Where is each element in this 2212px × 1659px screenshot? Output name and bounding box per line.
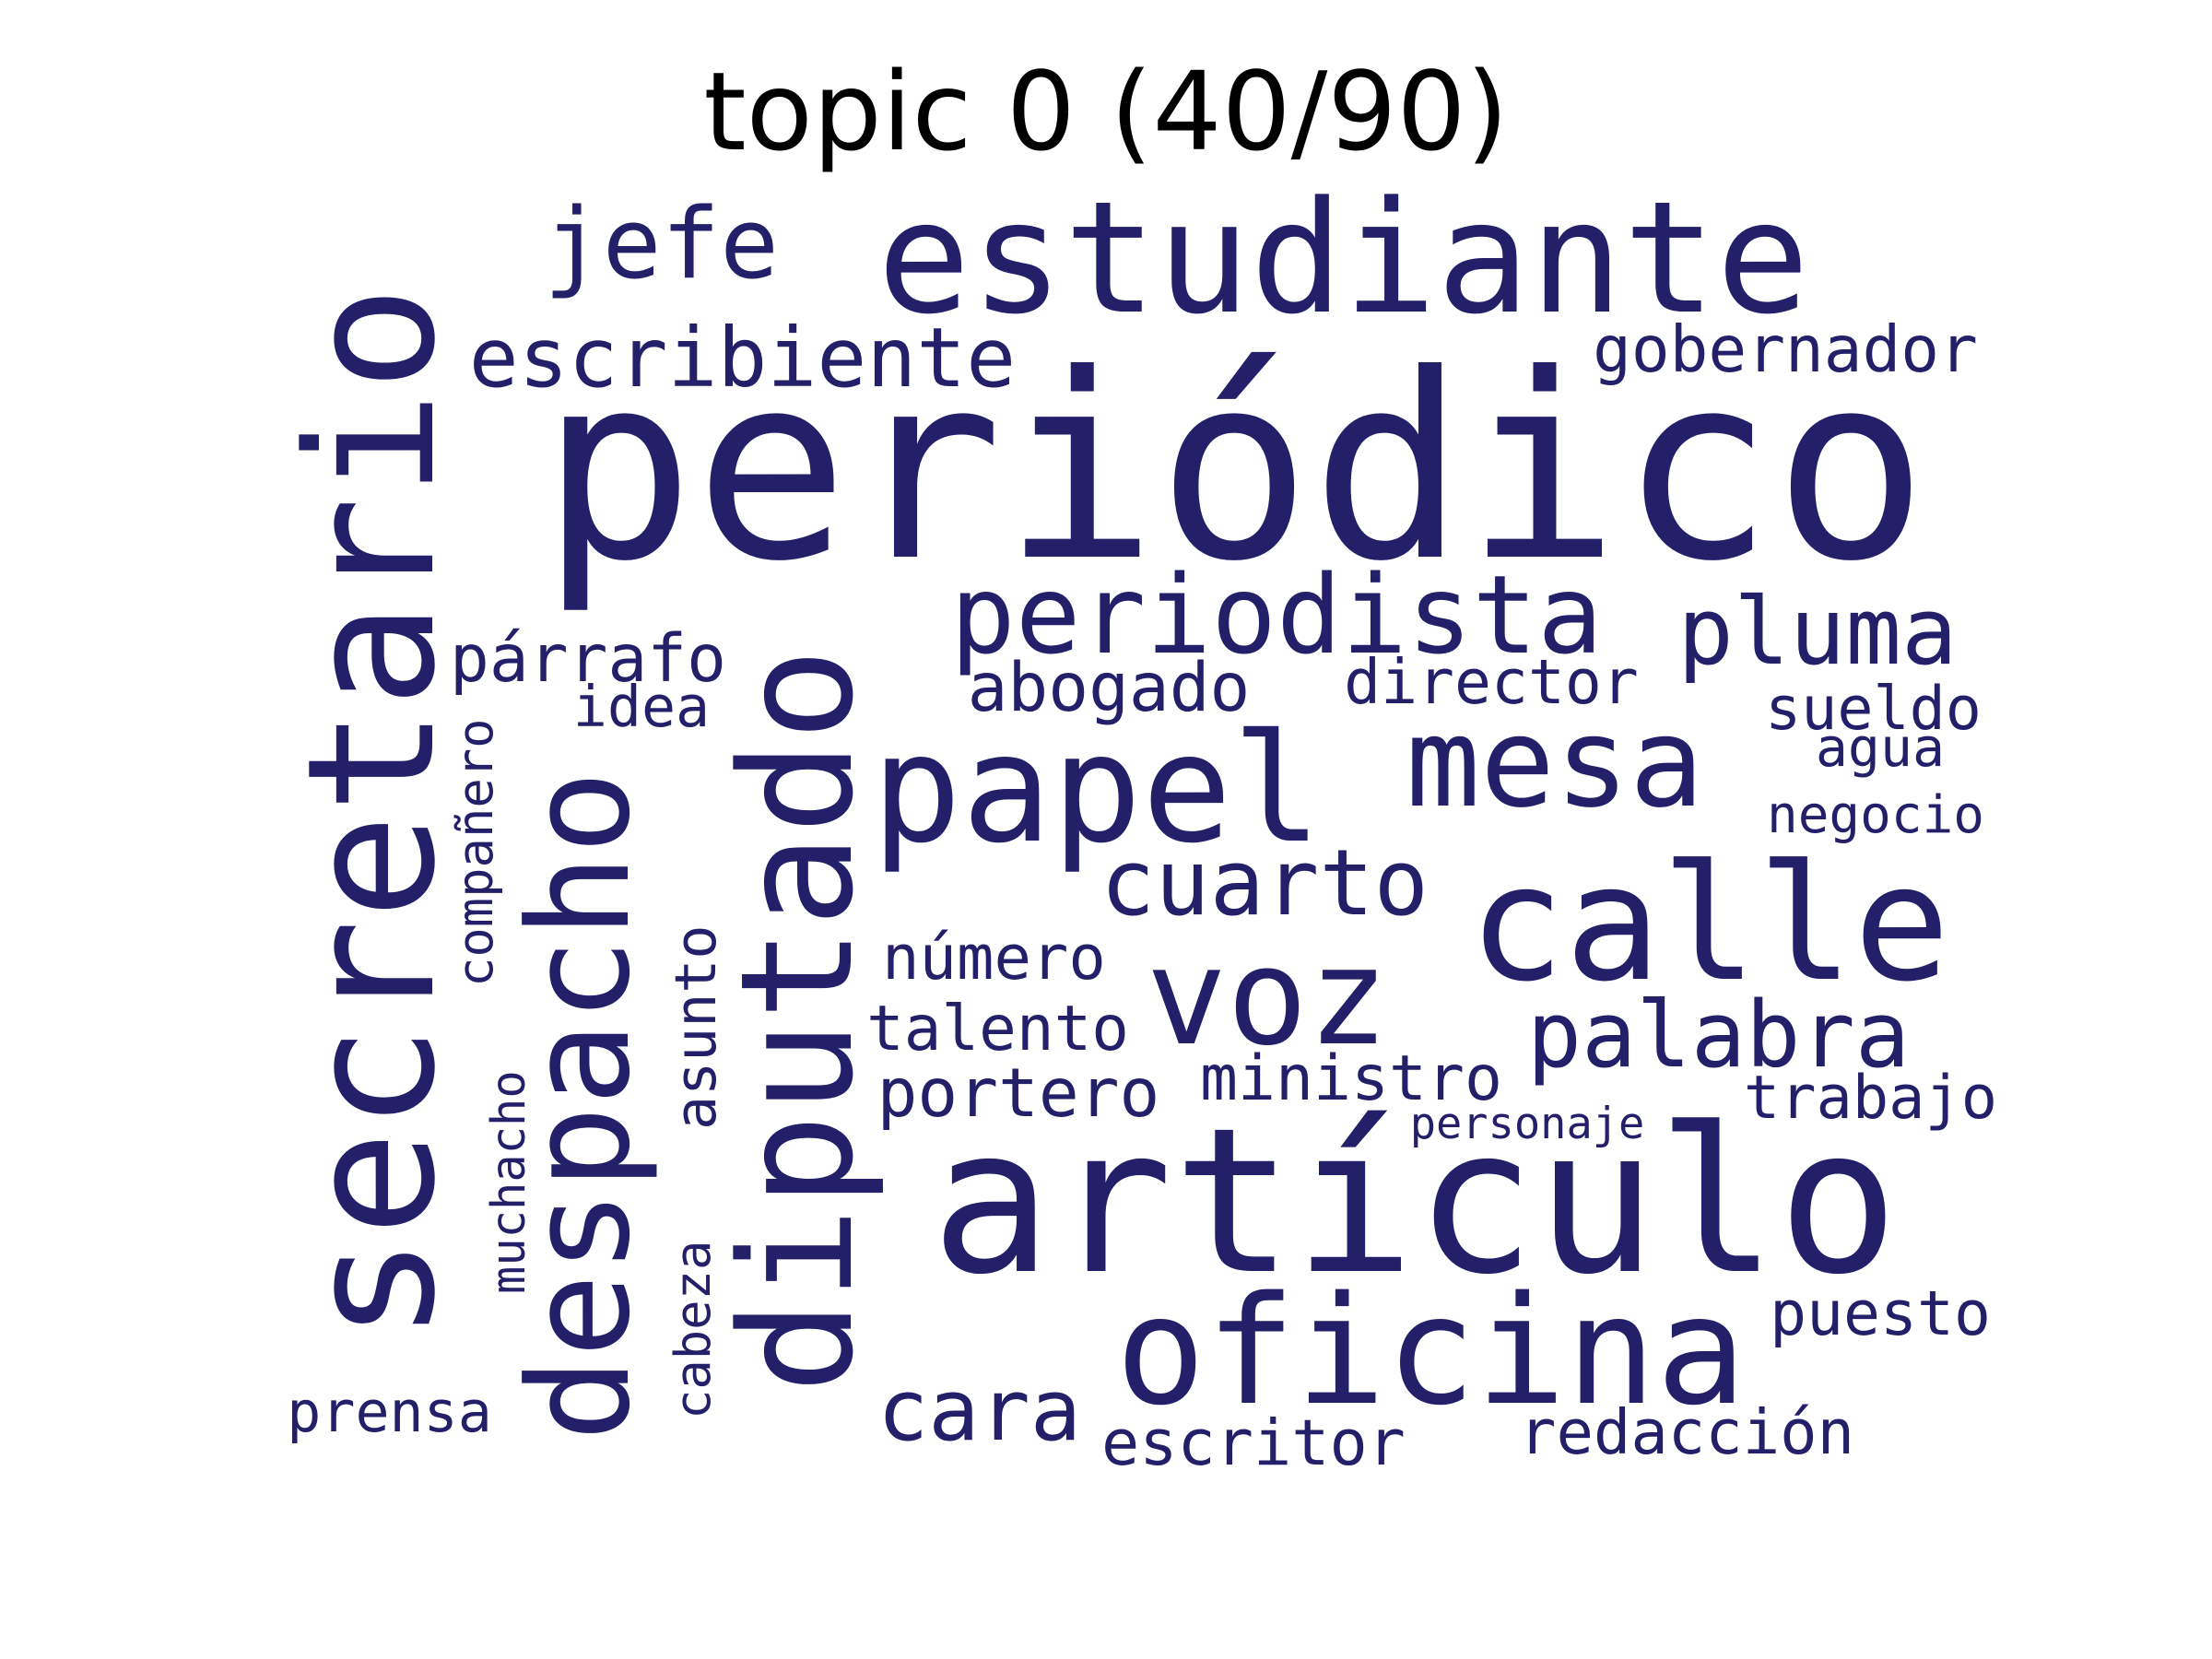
word-puesto: puesto xyxy=(1770,1277,1991,1349)
word-portero: portero xyxy=(877,1054,1160,1134)
word-oficina: oficina xyxy=(1115,1265,1747,1440)
word-escribiente: escribiente xyxy=(468,311,1017,407)
word-papel: papel xyxy=(871,702,1323,877)
word-redaccion: redacción xyxy=(1519,1396,1855,1469)
word-mesa: mesa xyxy=(1406,689,1704,835)
word-muchacho: muchacho xyxy=(481,1070,536,1294)
word-sueldo: sueldo xyxy=(1765,674,1982,744)
word-periodico: periódico xyxy=(540,319,1928,618)
word-articulo: artículo xyxy=(931,1086,1899,1319)
word-cuarto: cuarto xyxy=(1100,830,1430,936)
word-parrafo: párrafo xyxy=(450,619,727,697)
word-companero: compañero xyxy=(446,718,505,987)
word-palabra: palabra xyxy=(1526,982,1911,1088)
word-prensa: prensa xyxy=(287,1378,492,1445)
word-calle: calle xyxy=(1468,830,1950,1017)
word-numero: número xyxy=(882,922,1106,994)
word-estudiante: estudiante xyxy=(877,168,1810,348)
word-ministro: ministro xyxy=(1200,1041,1502,1115)
word-talento: talento xyxy=(866,992,1129,1065)
word-secretario: secretario xyxy=(268,285,474,1342)
word-cara: cara xyxy=(877,1361,1082,1461)
word-diputado: diputado xyxy=(707,647,888,1394)
word-trabajo: trabajo xyxy=(1743,1063,1998,1134)
word-voz: voz xyxy=(1146,920,1389,1077)
figure-title: topic 0 (40/90) xyxy=(703,48,1509,175)
word-idea: idea xyxy=(572,673,711,740)
word-negocio: negocio xyxy=(1767,785,1985,845)
word-director: director xyxy=(1344,645,1639,718)
word-escritor: escritor xyxy=(1101,1406,1406,1480)
word-agua: agua xyxy=(1815,715,1946,779)
word-gobernador: gobernador xyxy=(1593,313,1978,388)
word-periodista: periodista xyxy=(950,551,1603,678)
word-personaje: personaje xyxy=(1409,1098,1645,1149)
word-jefe: jefe xyxy=(544,187,780,301)
word-cabeza: cabeza xyxy=(664,1240,723,1419)
word-abogado: abogado xyxy=(967,649,1251,728)
word-asunto: asunto xyxy=(662,924,729,1131)
word-pluma: pluma xyxy=(1677,576,1958,686)
